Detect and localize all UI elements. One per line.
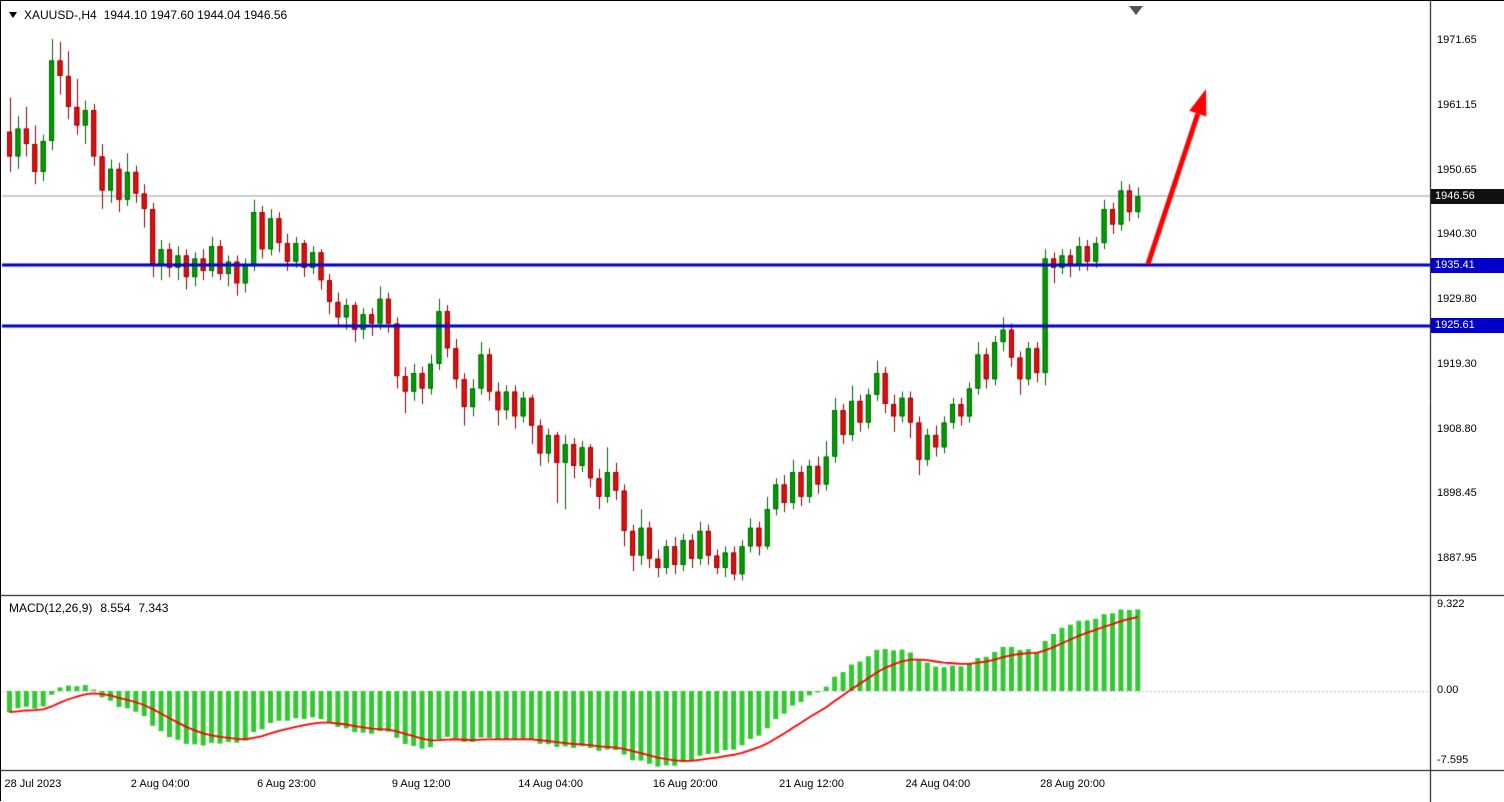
price-axis-tick: 1929.80: [1437, 293, 1477, 305]
price-axis-tick: 1940.30: [1437, 228, 1477, 241]
time-axis-label: 16 Aug 20:00: [652, 778, 718, 790]
macd-axis-tick: 0.00: [1437, 684, 1459, 696]
chart-shift-marker-icon[interactable]: [1129, 6, 1143, 15]
price-axis-tick: 1898.45: [1437, 487, 1477, 500]
time-axis-label: 6 Aug 23:00: [257, 778, 316, 790]
macd-axis-tick: -7.595: [1437, 754, 1469, 767]
time-axis-label: 9 Aug 12:00: [391, 778, 451, 790]
price-axis-tick: 1887.95: [1437, 552, 1477, 565]
symbol-dropdown-icon[interactable]: [9, 12, 17, 18]
time-axis-label: 28 Jul 2023: [4, 778, 62, 790]
time-axis-label: 28 Aug 20:00: [1040, 778, 1105, 790]
price-axis-tick: 1971.65: [1437, 34, 1477, 46]
time-axis-label: 2 Aug 04:00: [130, 778, 190, 790]
price-axis-tick: 1908.80: [1437, 422, 1477, 435]
macd-axis[interactable]: 9.322 0.00 -7.595: [1431, 597, 1504, 770]
indicator-name: MACD(12,26,9): [9, 601, 93, 615]
symbol-period-label: XAUUSD-,H4: [24, 8, 97, 22]
price-axis-tick: 1950.65: [1437, 163, 1477, 176]
price-axis-tick: 1961.15: [1437, 98, 1477, 111]
ohlc-values: 1944.10 1947.60 1944.04 1946.56: [103, 8, 288, 22]
price-axis-tick: 1919.30: [1437, 357, 1477, 370]
time-axis-label: 14 Aug 04:00: [518, 778, 583, 790]
indicator-macd-value: 8.554: [100, 601, 131, 615]
price-axis[interactable]: 1971.65 1961.15 1950.65 1940.30 1929.80 1919.…: [1431, 1, 1504, 596]
time-axis[interactable]: 28 Jul 2023 2 Aug 04:00 6 Aug 23:00 9 Aug 1…: [1, 771, 1431, 801]
indicator-signal-value: 7.343: [138, 601, 169, 615]
chart-header: XAUUSD-,H4 1944.10 1947.60 1944.04 1946.…: [9, 8, 287, 22]
time-axis-label: 21 Aug 12:00: [779, 778, 844, 790]
indicator-header: MACD(12,26,9) 8.554 7.343: [9, 601, 168, 615]
time-axis-label: 24 Aug 04:00: [905, 778, 971, 790]
macd-axis-tick: 9.322: [1437, 598, 1465, 610]
